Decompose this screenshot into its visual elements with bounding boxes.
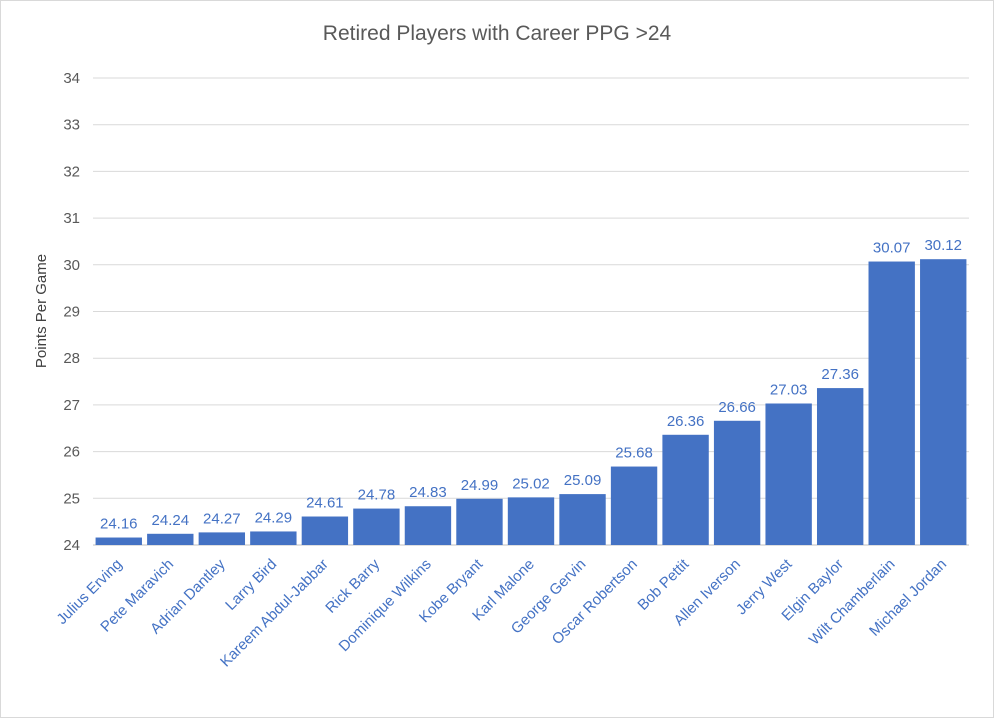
category-label: Dominique Wilkins (336, 556, 435, 655)
bar (353, 508, 400, 545)
y-tick-label: 25 (63, 490, 80, 507)
bar (713, 420, 761, 545)
data-label: 24.99 (461, 477, 499, 494)
chart-title: Retired Players with Career PPG >24 (322, 22, 672, 45)
y-tick-label: 29 (63, 304, 80, 321)
y-tick-label: 30 (63, 257, 80, 274)
bar (662, 434, 709, 545)
bar (920, 259, 967, 545)
y-tick-label: 33 (63, 117, 80, 134)
y-tick-label: 32 (63, 163, 80, 180)
data-label: 27.03 (770, 381, 808, 398)
data-label: 24.29 (255, 509, 293, 526)
data-label: 24.27 (203, 510, 241, 527)
data-labels: 24.16 24.24 24.27 24.29 24.61 24.78 24.83 24.99… (100, 237, 962, 532)
data-label: 27.36 (821, 366, 859, 383)
data-label: 24.61 (306, 495, 344, 512)
y-tick-label: 31 (63, 210, 80, 227)
data-label: 24.83 (409, 484, 447, 501)
y-axis-title: Points Per Game (33, 254, 50, 368)
bar (147, 533, 194, 545)
bar (456, 498, 503, 545)
bar (559, 494, 606, 545)
y-tick-label: 34 (63, 70, 80, 87)
data-label: 25.02 (512, 475, 550, 492)
data-label: 26.66 (718, 399, 756, 416)
bar (404, 506, 452, 545)
data-label: 30.07 (873, 240, 911, 257)
bar (301, 516, 349, 545)
bar (95, 537, 142, 545)
data-label: 26.36 (667, 413, 705, 430)
bar (868, 261, 915, 545)
bar (765, 403, 812, 545)
data-label: 24.16 (100, 516, 138, 533)
bar (198, 532, 246, 545)
bars (95, 259, 967, 545)
y-tick-label: 27 (63, 397, 80, 414)
y-axis-tick-labels: 24 25 26 27 28 29 30 31 32 33 34 (63, 70, 80, 554)
bar (250, 531, 297, 545)
data-label: 24.78 (358, 487, 396, 504)
data-label: 24.24 (152, 512, 190, 529)
data-label: 30.12 (924, 237, 962, 254)
data-label: 25.68 (615, 445, 653, 462)
bar (816, 388, 864, 545)
y-tick-label: 28 (63, 350, 80, 367)
bar (610, 466, 658, 545)
y-tick-label: 26 (63, 444, 80, 461)
y-tick-label: 24 (63, 537, 80, 554)
data-label: 25.09 (564, 472, 602, 489)
bar (507, 497, 555, 545)
